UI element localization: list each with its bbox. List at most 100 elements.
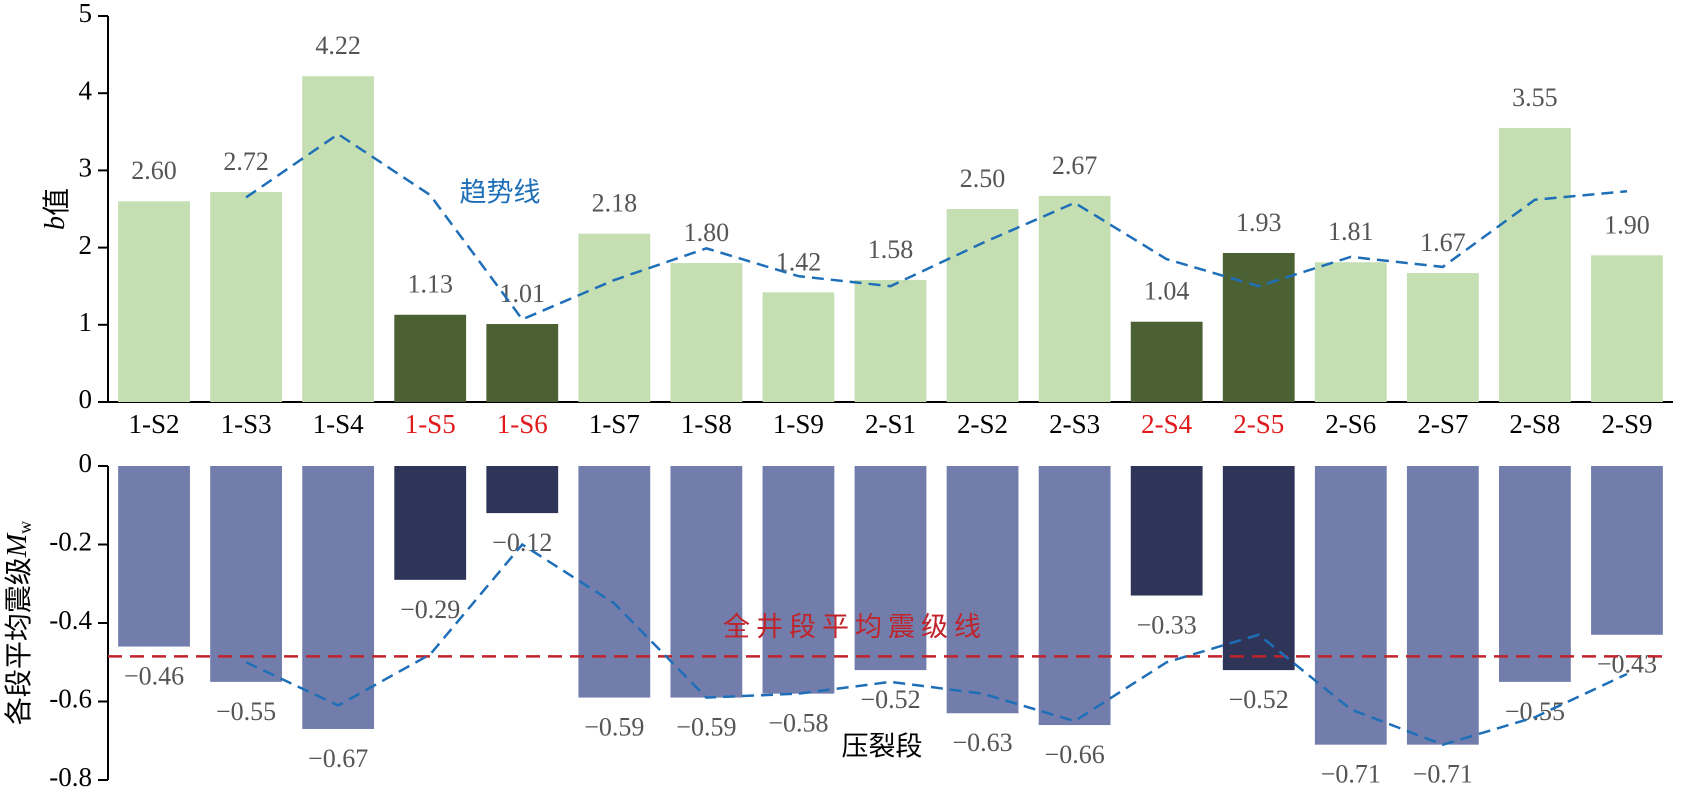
y-tick-label: 0 [79,448,93,478]
value-label: 1.81 [1328,217,1374,246]
bar [1591,255,1663,402]
x-tick-label: 1-S8 [681,409,732,439]
bar [670,263,743,402]
bar [762,466,835,694]
x-tick-label: 1-S4 [313,409,365,439]
bar [1499,466,1571,682]
bar [302,466,375,729]
y-label-sub: w [15,521,35,534]
bar [394,466,467,580]
y-tick-label: -0.8 [49,762,92,792]
bar [1406,273,1479,402]
bar [486,466,559,514]
value-label: 3.55 [1512,83,1558,112]
value-label: −0.43 [1597,650,1657,679]
value-label: −0.71 [1321,760,1381,789]
y-tick-label: 2 [79,230,93,260]
y-label-text: 各段平均震级 [2,557,35,725]
value-label: 1.93 [1236,208,1282,237]
x-axis-label: 压裂段 [842,732,923,763]
x-tick-label: 1-S3 [221,409,272,439]
x-tick-label: 1-S2 [129,409,180,439]
bar [1222,466,1295,671]
bar [1130,321,1203,402]
x-tick-label: 2-S8 [1509,409,1560,439]
x-tick-label: 2-S6 [1325,409,1376,439]
bar [670,466,743,698]
x-tick-label: 1-S7 [589,409,640,439]
value-label: −0.58 [768,709,828,738]
bar [486,324,559,402]
y-label-text: 值 [40,188,73,216]
value-label: −0.33 [1137,610,1197,639]
y-tick-label: 3 [79,153,93,183]
x-tick-label: 2-S3 [1049,409,1100,439]
bar [302,76,375,402]
value-label: −0.71 [1413,760,1473,789]
value-label: −0.59 [584,713,644,742]
value-label: 4.22 [315,31,361,60]
x-tick-label: 2-S1 [865,409,916,439]
bar [578,233,651,402]
value-label: −0.12 [492,528,552,557]
bar [1038,466,1111,726]
value-label: 2.72 [223,147,269,176]
y-label-var: b [40,216,71,230]
value-label: 1.01 [500,279,546,308]
x-tick-label: 1-S6 [497,409,548,439]
value-label: 2.60 [131,156,177,185]
bar [210,466,282,682]
bar [1591,466,1663,635]
bar [762,292,835,402]
bar [854,280,927,402]
value-label: 1.13 [407,270,453,299]
bar [1499,127,1571,402]
x-tick-label: 2-S9 [1601,409,1652,439]
bar [1314,262,1387,402]
value-label: −0.52 [1229,685,1289,714]
reference-line-label: 全井段平均震级线 [723,612,987,643]
value-label: −0.59 [676,713,736,742]
bar [1130,466,1203,596]
bar [210,192,282,402]
value-label: −0.52 [860,685,920,714]
value-label: 2.50 [960,164,1006,193]
value-label: 1.58 [868,235,914,264]
value-label: −0.46 [124,662,184,691]
value-label: 1.80 [684,218,730,247]
bar [1314,466,1387,745]
value-label: −0.63 [952,728,1012,757]
bar [946,209,1019,402]
y-tick-label: 0 [79,384,93,414]
x-tick-label: 2-S5 [1233,409,1284,439]
x-tick-label: 1-S9 [773,409,824,439]
trend-label: 趋势线 [460,178,541,209]
y-axis-label: 各段平均震级Mw [2,521,35,725]
bar [118,466,190,647]
x-tick-label: 2-S7 [1417,409,1468,439]
bar [394,314,467,402]
y-tick-label: 1 [79,307,93,337]
value-label: −0.29 [400,595,460,624]
value-label: −0.67 [308,744,368,773]
bar [1222,253,1295,402]
y-axis-label: b值 [40,188,73,230]
value-label: 1.67 [1420,228,1466,257]
y-tick-label: 5 [79,0,93,28]
trend-line [245,542,1628,746]
value-label: 1.04 [1144,277,1190,306]
bar [946,466,1019,714]
bar [1406,466,1479,745]
bar [578,466,651,698]
trend-line [245,132,1628,321]
value-label: −0.55 [1505,697,1565,726]
y-label-var: M [2,532,33,558]
x-tick-label: 1-S5 [405,409,456,439]
value-label: −0.55 [216,697,276,726]
value-label: 2.18 [592,189,638,218]
bar [1038,195,1111,402]
bar [854,466,927,671]
y-tick-label: -0.4 [49,605,92,635]
y-tick-label: 4 [79,75,93,105]
